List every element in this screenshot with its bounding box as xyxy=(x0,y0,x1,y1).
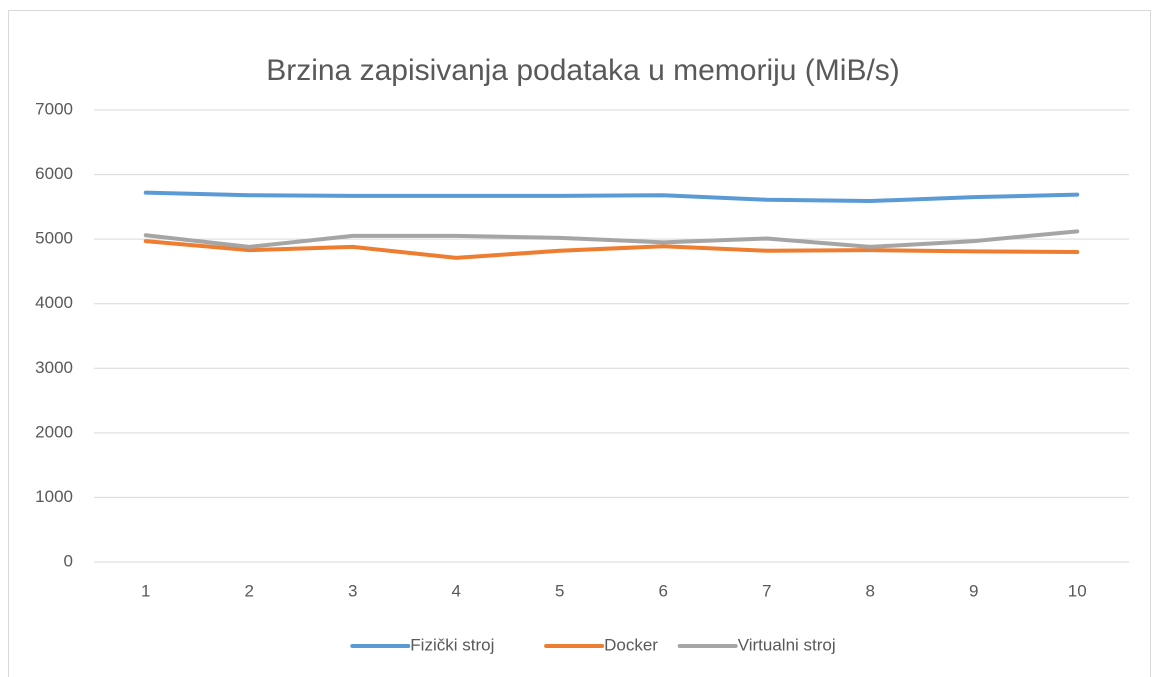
x-tick-label: 5 xyxy=(555,581,564,600)
y-tick-label: 0 xyxy=(64,551,73,570)
chart-title: Brzina zapisivanja podataka u memoriju (… xyxy=(266,54,900,87)
y-tick-label: 4000 xyxy=(35,293,73,312)
x-tick-label: 3 xyxy=(348,581,357,600)
x-tick-label: 1 xyxy=(141,581,150,600)
y-tick-label: 3000 xyxy=(35,358,73,377)
y-tick-label: 2000 xyxy=(35,422,73,441)
legend-label: Virtualni stroj xyxy=(738,635,836,654)
y-tick-label: 7000 xyxy=(35,99,73,118)
x-tick-label: 4 xyxy=(452,581,461,600)
series-line xyxy=(143,229,1080,249)
x-tick-label: 6 xyxy=(659,581,668,600)
legend-label: Fizički stroj xyxy=(410,635,494,654)
series-line xyxy=(143,190,1080,204)
x-tick-label: 7 xyxy=(762,581,771,600)
x-tick-label: 2 xyxy=(245,581,254,600)
y-tick-label: 6000 xyxy=(35,164,73,183)
y-tick-label: 1000 xyxy=(35,487,73,506)
chart-frame xyxy=(8,10,1151,677)
x-tick-label: 8 xyxy=(866,581,875,600)
x-tick-label: 10 xyxy=(1068,581,1087,600)
x-tick-label: 9 xyxy=(969,581,978,600)
legend-label: Docker xyxy=(604,635,658,654)
y-tick-label: 5000 xyxy=(35,229,73,248)
series-line xyxy=(143,239,1080,260)
